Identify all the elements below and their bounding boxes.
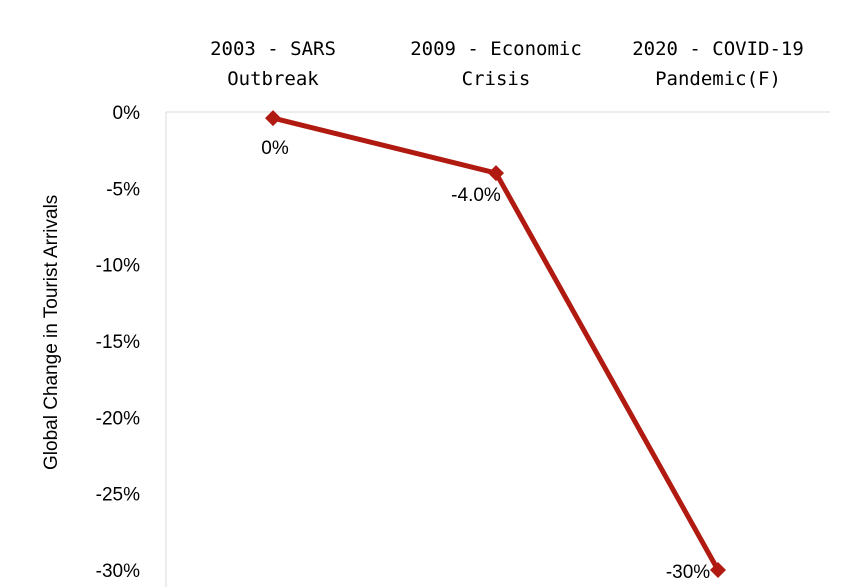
y-tick-label: -10% xyxy=(96,256,140,277)
series xyxy=(265,110,726,578)
y-tick-labels: 0% -5% -10% -15% -20% -25% -30% xyxy=(96,103,140,582)
category-label: 2009 - Economic xyxy=(410,38,582,60)
category-label: Crisis xyxy=(462,68,531,90)
data-label: -30% xyxy=(666,562,710,583)
data-point xyxy=(488,165,504,182)
data-label: 0% xyxy=(261,138,289,159)
y-axis-label: Global Change in Tourist Arrivals xyxy=(41,195,62,470)
axes xyxy=(165,111,830,587)
data-point xyxy=(710,562,726,578)
y-tick-label: -5% xyxy=(106,179,140,200)
category-label: 2003 - SARS xyxy=(210,38,336,60)
category-labels: 2003 - SARS Outbreak 2009 - Economic Crisis… xyxy=(210,38,804,90)
category-label: 2020 - COVID-19 xyxy=(632,38,804,60)
data-labels: 0% -4.0% -30% xyxy=(261,138,710,583)
y-tick-label: -15% xyxy=(96,332,140,353)
y-tick-label: -20% xyxy=(96,408,140,429)
data-point xyxy=(265,110,281,127)
category-label: Pandemic(F) xyxy=(655,68,781,90)
data-label: -4.0% xyxy=(451,185,501,206)
y-tick-label: -25% xyxy=(96,485,140,506)
y-tick-label: 0% xyxy=(113,103,141,124)
category-label: Outbreak xyxy=(227,68,319,90)
y-tick-label: -30% xyxy=(96,561,140,582)
